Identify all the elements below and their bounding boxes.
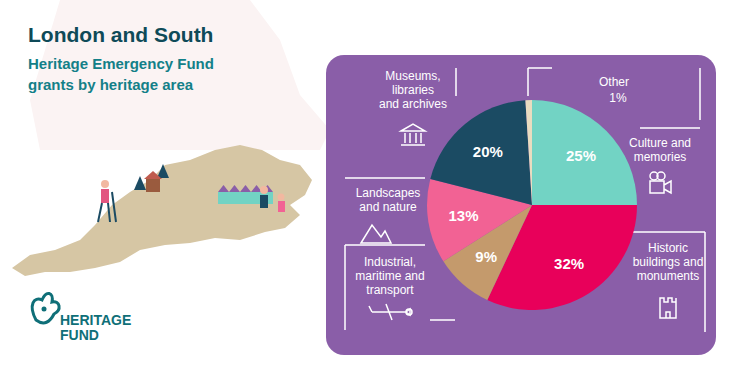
walker-icon <box>278 194 285 201</box>
panel <box>326 55 716 355</box>
walker-icon <box>98 192 116 222</box>
text-line: Other <box>599 75 629 89</box>
category-label: Other <box>599 75 629 89</box>
house-roof <box>144 171 162 179</box>
pie-slice <box>430 100 532 205</box>
walker-icon <box>260 186 268 194</box>
logo-text: HERITAGE <box>60 312 131 328</box>
text-line: memories <box>634 150 687 164</box>
category-label: Museums,librariesand archives <box>379 69 447 111</box>
category-label: Culture andmemories <box>629 136 691 164</box>
text-line: Culture and <box>629 136 691 150</box>
text-line: transport <box>366 283 414 297</box>
category-label: Landscapesand nature <box>356 186 421 214</box>
pie-slice <box>525 100 532 205</box>
category-label: Industrial,maritime andtransport <box>355 255 424 297</box>
text-line: Landscapes <box>356 186 421 200</box>
text-line: Heritage Emergency Fund <box>28 55 214 72</box>
house-icon <box>218 192 229 204</box>
data-label: 1% <box>609 91 627 105</box>
text-line: grants by heritage area <box>28 76 194 93</box>
category-icon <box>361 225 391 243</box>
category-icon <box>657 172 665 180</box>
text-line: Museums, <box>385 69 440 83</box>
data-label: 32% <box>554 255 584 272</box>
house-icon <box>229 192 240 204</box>
category-icon <box>369 304 410 320</box>
category-label: Historicbuildings andmonuments <box>633 241 704 283</box>
walker-icon <box>101 180 109 188</box>
category-icon <box>650 181 671 193</box>
logo-icon <box>32 293 59 322</box>
data-label: 25% <box>566 147 596 164</box>
title: London and South <box>28 23 213 46</box>
divider-lines <box>345 68 705 332</box>
text-line: Industrial, <box>364 255 416 269</box>
pie-slice <box>532 100 637 205</box>
text-line: Historic <box>648 241 688 255</box>
category-icon <box>406 309 412 315</box>
text-line: libraries <box>392 83 434 97</box>
data-label: 9% <box>475 248 497 265</box>
data-label: 20% <box>473 143 503 160</box>
house-roof <box>218 185 229 192</box>
tree-icon <box>157 164 169 178</box>
text-line: maritime and <box>355 269 424 283</box>
house-icon <box>146 178 160 192</box>
house-roof <box>229 185 240 192</box>
house-icon <box>240 192 251 204</box>
logo-icon <box>42 307 47 312</box>
category-icon <box>660 298 676 318</box>
chart: London and South Heritage Emergency Fund g… <box>0 0 740 370</box>
text-line: monuments <box>637 269 700 283</box>
pie <box>427 100 637 310</box>
subtitle: Heritage Emergency Fund grants by heritag… <box>28 55 214 93</box>
tree-icon <box>134 176 146 190</box>
logo-text: FUND <box>60 327 99 343</box>
text-line: and nature <box>359 200 417 214</box>
walker-icon <box>260 195 268 208</box>
house-roof <box>240 185 251 192</box>
walker-icon <box>278 201 285 212</box>
category-icon <box>401 124 425 145</box>
region-map <box>12 145 312 276</box>
data-label: 13% <box>449 207 479 224</box>
text-line: buildings and <box>633 255 704 269</box>
walker-icon <box>101 189 109 203</box>
text-line: and archives <box>379 97 447 111</box>
